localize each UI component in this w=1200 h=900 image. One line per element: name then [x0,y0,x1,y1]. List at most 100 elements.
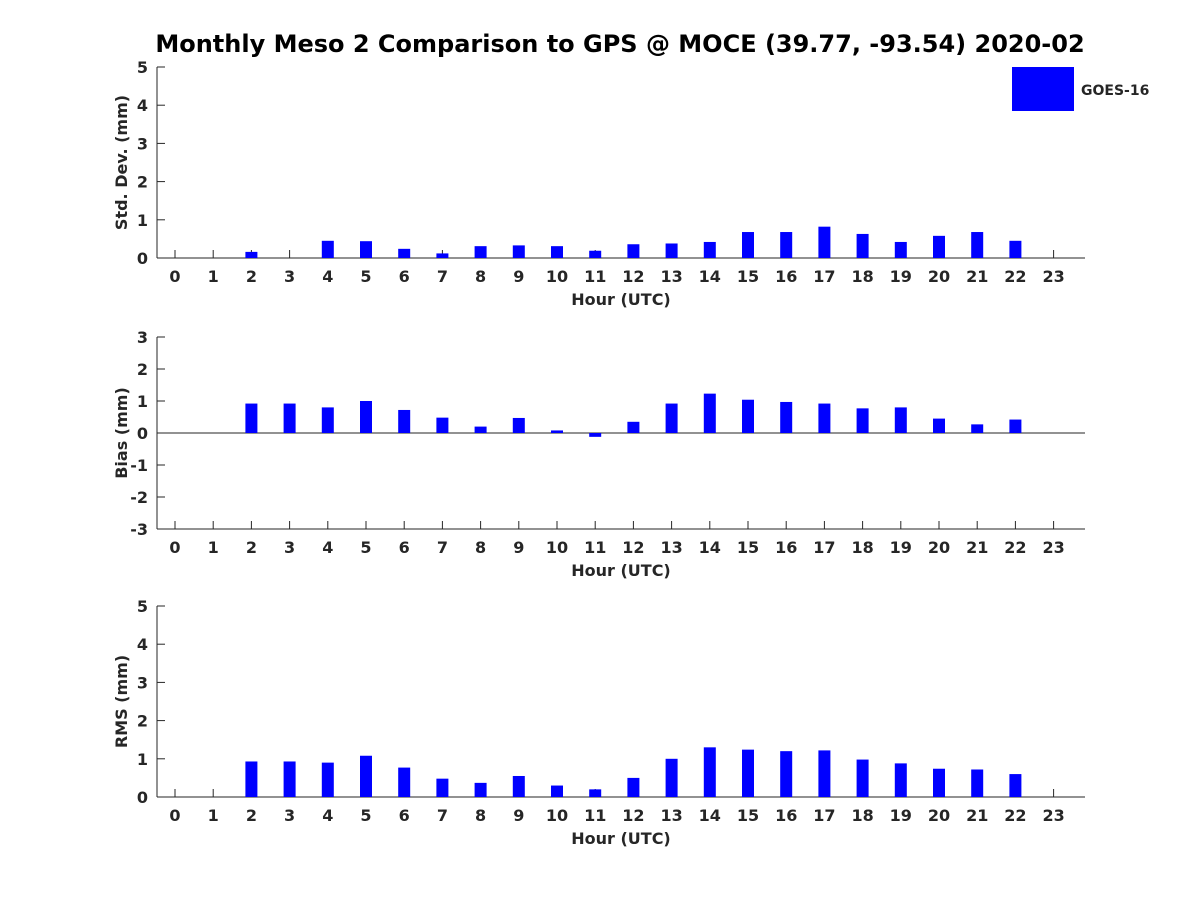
bar-rms-hour-21 [971,769,984,797]
bar-std-hour-9 [512,245,525,258]
x-tick-label-bias: 22 [1004,538,1026,557]
bar-bias-hour-3 [283,403,296,433]
x-tick-label-std: 15 [737,267,759,286]
bar-bias-hour-6 [398,409,411,433]
bar-std-hour-11 [589,250,602,258]
x-tick-label-std: 8 [475,267,486,286]
x-tick-label-std: 19 [890,267,912,286]
bar-rms-hour-5 [360,755,372,797]
x-tick-label-std: 11 [584,267,606,286]
y-tick-label-rms: 1 [137,750,148,769]
bar-bias-hour-8 [474,426,487,433]
bar-rms-hour-13 [665,758,678,797]
x-tick-label-rms: 18 [851,806,873,825]
bar-rms-hour-2 [245,761,258,797]
x-tick-label-bias: 8 [475,538,486,557]
bar-bias-hour-20 [933,418,945,433]
bar-bias-hour-7 [436,417,449,433]
bar-std-hour-18 [856,233,869,258]
bar-std-hour-17 [818,226,831,258]
x-tick-label-std: 21 [966,267,988,286]
x-tick-label-std: 0 [169,267,180,286]
bar-bias-hour-18 [856,408,869,433]
x-tick-label-rms: 3 [284,806,295,825]
y-tick-label-std: 0 [137,249,148,268]
x-tick-label-std: 12 [622,267,644,286]
x-tick-label-bias: 3 [284,538,295,557]
x-tick-label-bias: 7 [437,538,448,557]
y-tick-label-bias: 0 [137,424,148,443]
bar-std-hour-13 [665,243,678,258]
x-tick-label-rms: 5 [360,806,371,825]
x-tick-label-rms: 1 [208,806,219,825]
y-tick-label-rms: 5 [137,597,148,616]
bar-bias-hour-14 [703,393,716,433]
y-tick-label-bias: -2 [130,488,148,507]
x-tick-label-std: 18 [851,267,873,286]
x-tick-label-std: 7 [437,267,448,286]
bar-bias-hour-5 [360,401,372,433]
x-tick-label-bias: 14 [699,538,721,557]
bar-std-hour-4 [321,240,334,258]
y-tick-label-rms: 3 [137,673,148,692]
x-tick-label-rms: 21 [966,806,988,825]
x-tick-label-bias: 19 [890,538,912,557]
bar-rms-hour-16 [780,751,793,797]
chart-title: Monthly Meso 2 Comparison to GPS @ MOCE … [155,30,1085,58]
bar-rms-hour-22 [1009,774,1022,797]
x-tick-label-bias: 11 [584,538,606,557]
bar-std-hour-2 [245,251,258,258]
x-tick-label-bias: 12 [622,538,644,557]
x-tick-label-rms: 7 [437,806,448,825]
bar-bias-hour-16 [780,401,793,433]
bar-rms-hour-9 [512,775,525,797]
y-tick-label-bias: -3 [130,520,148,539]
x-tick-label-rms: 19 [890,806,912,825]
y-tick-label-std: 5 [137,58,148,77]
bar-bias-hour-19 [894,407,907,433]
x-tick-label-rms: 15 [737,806,759,825]
x-tick-label-rms: 22 [1004,806,1026,825]
bar-bias-hour-10 [551,430,563,433]
x-tick-label-std: 1 [208,267,219,286]
x-tick-label-std: 14 [699,267,721,286]
x-tick-label-rms: 10 [546,806,568,825]
y-tick-label-std: 3 [137,134,148,153]
bar-std-hour-6 [398,248,411,258]
y-tick-label-std: 4 [137,96,148,115]
x-tick-label-rms: 14 [699,806,721,825]
bar-std-hour-22 [1009,240,1022,258]
bar-std-hour-8 [474,246,487,258]
bar-rms-hour-18 [856,759,869,797]
y-tick-label-bias: -1 [130,456,148,475]
legend: GOES-16 [1012,67,1149,111]
x-tick-label-bias: 10 [546,538,568,557]
bar-rms-hour-11 [589,789,602,797]
x-tick-label-std: 6 [399,267,410,286]
bar-bias-hour-11 [589,433,602,437]
x-tick-label-rms: 11 [584,806,606,825]
bar-std-hour-10 [551,246,563,258]
y-tick-label-bias: 2 [137,360,148,379]
x-tick-label-bias: 16 [775,538,797,557]
x-tick-label-bias: 4 [322,538,333,557]
x-tick-label-rms: 13 [660,806,682,825]
x-tick-label-bias: 6 [399,538,410,557]
bar-rms-hour-15 [742,749,754,797]
y-axis-title-bias: Bias (mm) [112,387,131,479]
y-axis-title-std: Std. Dev. (mm) [112,95,131,230]
y-tick-label-bias: 3 [137,328,148,347]
bar-std-hour-5 [360,241,372,258]
y-tick-label-bias: 1 [137,392,148,411]
x-tick-label-rms: 12 [622,806,644,825]
bar-rms-hour-4 [321,762,334,797]
bar-std-hour-19 [894,241,907,258]
x-tick-label-bias: 23 [1042,538,1064,557]
x-tick-label-std: 16 [775,267,797,286]
x-tick-label-rms: 6 [399,806,410,825]
x-tick-label-bias: 9 [513,538,524,557]
x-axis-title-rms: Hour (UTC) [571,829,671,848]
